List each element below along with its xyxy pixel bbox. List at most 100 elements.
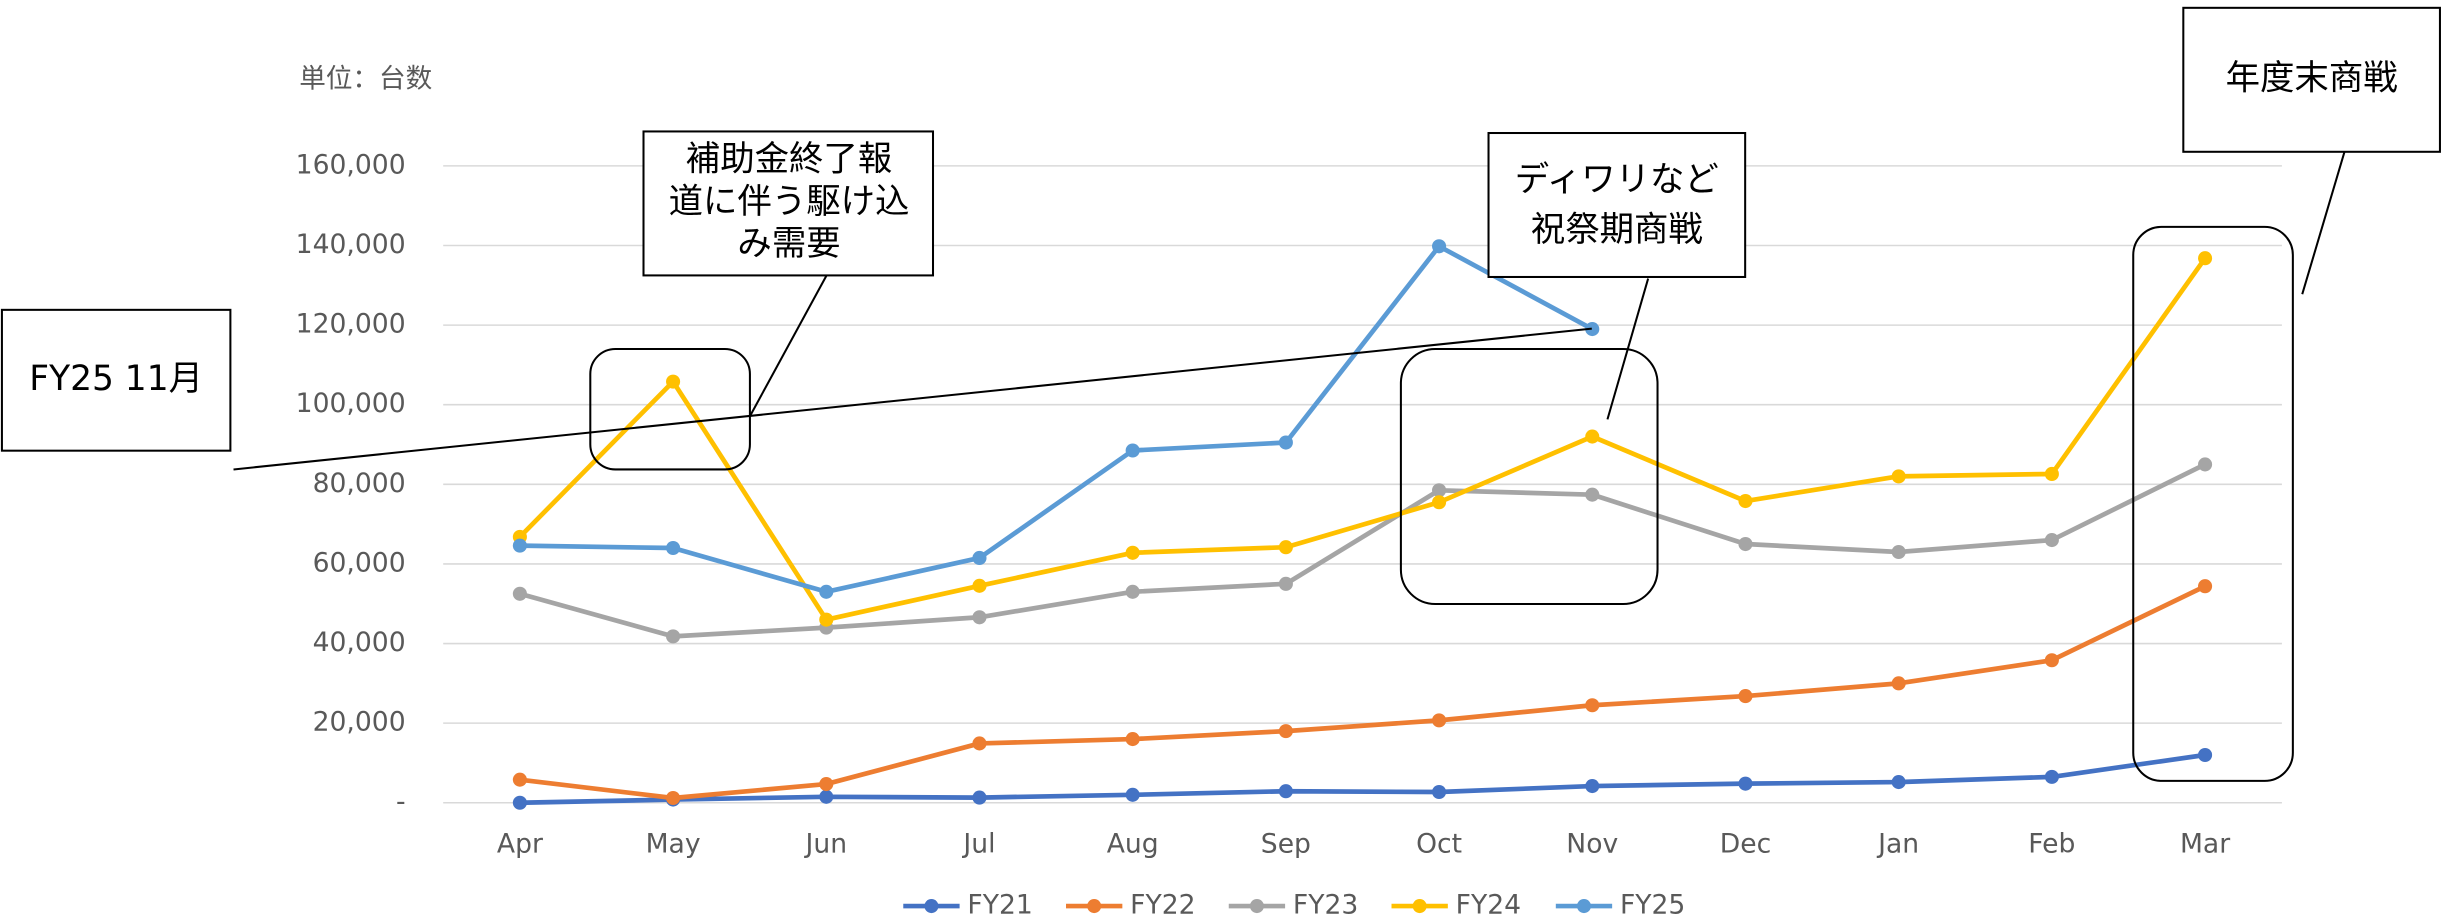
data-point: [972, 550, 987, 566]
legend-label: FY24: [1456, 890, 1521, 917]
annotation-text: 道に伴う駆け込: [669, 182, 910, 222]
data-point: [1738, 493, 1753, 509]
data-point: [819, 777, 834, 792]
data-point: [2198, 251, 2213, 266]
y-tick-label: 40,000: [313, 627, 406, 658]
annotation-text: 祝祭期商戦: [1531, 210, 1703, 250]
data-point: [1125, 545, 1140, 560]
annotation-text: み需要: [737, 224, 840, 264]
data-point: [1891, 469, 1906, 484]
series-line: [519, 243, 1594, 595]
callouts: [0, 6, 2441, 782]
data-point: [1738, 689, 1753, 704]
data-point: [1891, 775, 1906, 790]
data-point: [2044, 653, 2059, 668]
legend-marker: [1087, 899, 1102, 914]
annotation-text: 補助金終了報: [686, 140, 892, 180]
data-point: [2198, 579, 2213, 594]
y-tick-label: 60,000: [313, 547, 406, 578]
data-point: [819, 612, 834, 627]
data-point: [666, 374, 681, 389]
data-point: [2044, 533, 2059, 548]
data-point: [972, 736, 987, 751]
data-point: [1585, 487, 1600, 502]
annotation-text: ディワリなど: [1515, 160, 1719, 200]
x-tick-label: Jan: [1876, 829, 1919, 860]
data-point: [1278, 540, 1293, 555]
data-point: [972, 790, 987, 805]
data-point: [1125, 443, 1140, 458]
annotation-box: [642, 130, 935, 277]
x-tick-label: Apr: [497, 829, 543, 860]
legend-marker: [924, 899, 939, 914]
data-point: [666, 790, 681, 806]
series-line: [518, 256, 2207, 623]
annotation-text: 年度末商戦: [2226, 58, 2398, 98]
legend-marker: [1576, 899, 1592, 914]
legend-label: FY21: [967, 890, 1032, 917]
y-tick-label: 100,000: [296, 388, 406, 419]
data-point: [512, 538, 527, 553]
data-point: [1278, 576, 1293, 591]
data-point: [1432, 495, 1447, 510]
y-tick-label: -: [396, 786, 406, 817]
data-point: [1278, 724, 1293, 739]
data-point: [2044, 466, 2059, 482]
x-tick-label: Aug: [1107, 829, 1159, 860]
series-line: [519, 752, 2206, 806]
data-point: [972, 578, 987, 593]
data-point: [1585, 429, 1600, 444]
data-point: [1432, 784, 1447, 800]
data-point: [512, 772, 527, 787]
data-point: [666, 540, 681, 556]
legend-label: FY25: [1620, 890, 1685, 917]
legend-marker: [1249, 899, 1264, 914]
legend-label: FY23: [1293, 890, 1358, 917]
data-point: [1891, 676, 1906, 691]
data-point: [2044, 769, 2059, 784]
series-line: [519, 462, 2207, 639]
data-point: [1432, 483, 1447, 498]
data-point: [1738, 776, 1753, 791]
annotation-text: FY25 11月: [29, 359, 203, 399]
data-point: [1432, 713, 1447, 728]
data-point: [1585, 698, 1600, 713]
connector: [233, 327, 1592, 471]
data-point: [1585, 779, 1600, 794]
data-point: [1125, 732, 1140, 747]
highlight-box: [1399, 347, 1659, 606]
series-lines: [512, 239, 2213, 810]
highlight-box: [589, 347, 751, 471]
series-line: [519, 584, 2207, 801]
connector: [1606, 278, 1650, 420]
data-point: [1432, 239, 1447, 254]
x-tick-label: Jul: [961, 829, 995, 860]
unit-label: 単位：台数: [299, 63, 432, 94]
data-point: [972, 610, 987, 625]
data-point: [1278, 784, 1293, 799]
connector: [749, 274, 828, 417]
highlight-box: [2132, 225, 2294, 782]
data-point: [1891, 544, 1906, 560]
data-point: [819, 789, 834, 804]
data-point: [1125, 584, 1140, 599]
x-tick-label: Dec: [1720, 829, 1771, 860]
data-point: [1738, 536, 1753, 552]
y-tick-label: 20,000: [313, 707, 406, 738]
legend-label: FY22: [1130, 890, 1195, 917]
data-point: [2198, 457, 2213, 472]
annotation-box: [1487, 131, 1747, 278]
data-point: [1125, 787, 1140, 802]
data-point: [666, 629, 681, 644]
x-tick-label: Nov: [1566, 829, 1618, 860]
annotation-box: [0, 308, 232, 452]
y-tick-label: 80,000: [313, 468, 406, 499]
x-tick-label: Mar: [2180, 829, 2230, 860]
data-point: [1278, 435, 1293, 450]
y-tick-label: 120,000: [296, 309, 406, 340]
x-tick-label: Sep: [1261, 829, 1311, 860]
data-point: [512, 795, 527, 810]
data-point: [819, 584, 834, 599]
